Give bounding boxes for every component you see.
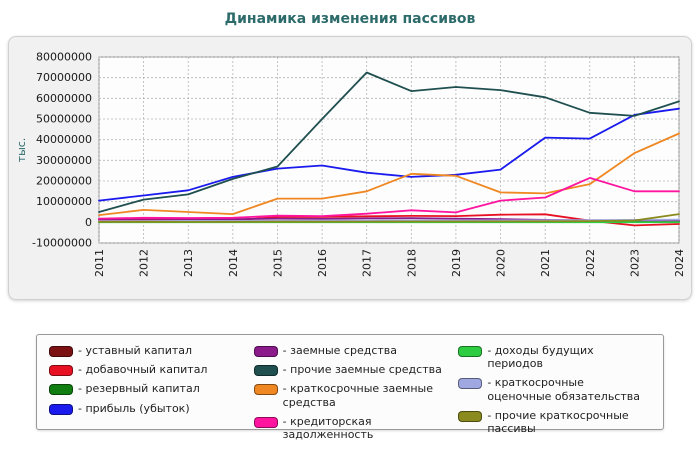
- legend-item: - добавочный капитал: [49, 363, 242, 377]
- legend-column: - заемные средства - прочие заемные средс…: [253, 344, 447, 441]
- x-tick-label: 2021: [539, 249, 552, 277]
- series-line: [98, 218, 680, 223]
- x-tick-label: 2024: [673, 249, 686, 277]
- y-tick-label: -10000000: [32, 237, 92, 250]
- legend-swatch: [253, 346, 278, 357]
- plot-area: [98, 56, 680, 244]
- legend-swatch: [49, 346, 73, 357]
- series-line: [98, 132, 680, 217]
- y-tick-label: 60000000: [36, 92, 92, 105]
- series-line: [98, 176, 680, 220]
- legend-label: - прочие краткосрочные пассивы: [487, 408, 629, 435]
- legend-label: - добавочный капитал: [78, 363, 208, 377]
- x-tick-label: 2016: [316, 249, 329, 277]
- legend-item: - уставный капитал: [49, 344, 242, 357]
- y-tick-label: 80000000: [36, 51, 92, 64]
- x-tick-label: 2022: [584, 249, 597, 277]
- y-tick-label: 50000000: [36, 113, 92, 126]
- x-tick-label: 2017: [361, 249, 374, 277]
- legend-label: - прибыль (убыток): [78, 401, 190, 415]
- legend-label: - краткосрочные заемные средства: [282, 382, 433, 409]
- x-tick-label: 2012: [138, 249, 151, 277]
- legend-item: - доходы будущих периодов: [458, 344, 651, 370]
- chart-legend: - уставный капитал - добавочный капитал - …: [36, 334, 664, 441]
- x-tick-label: 2023: [628, 249, 641, 277]
- x-tick-label: 2014: [227, 249, 240, 277]
- legend-column: - доходы будущих периодов - краткосрочные…: [458, 344, 651, 435]
- legend-swatch: [49, 384, 73, 396]
- legend-swatch: [253, 384, 278, 396]
- legend-swatch: [49, 365, 73, 377]
- x-tick-label: 2013: [182, 249, 195, 277]
- x-tick-label: 2019: [450, 249, 463, 277]
- y-tick-label: 70000000: [36, 71, 92, 84]
- legend-label: - заемные средства: [282, 344, 398, 357]
- legend-item: - резервный капитал: [49, 382, 242, 396]
- legend-swatch: [253, 416, 278, 428]
- series-line: [98, 71, 680, 213]
- y-tick-label: 10000000: [36, 195, 92, 208]
- legend-swatch: [458, 410, 483, 422]
- legend-label: - прочие заемные средства: [282, 363, 442, 377]
- x-tick-label: 2020: [495, 249, 508, 277]
- legend-label: - краткосрочные оценочные обязательства: [487, 376, 640, 403]
- x-tick-label: 2011: [93, 249, 106, 277]
- legend-swatch: [253, 365, 278, 377]
- chart-title: Динамика изменения пассивов: [224, 11, 476, 27]
- legend-item: - кредиторская задолженность: [253, 414, 447, 441]
- y-tick-label: 30000000: [36, 154, 92, 167]
- legend-item: - краткосрочные оценочные обязательства: [458, 376, 651, 403]
- legend-item: - прочие краткосрочные пассивы: [458, 409, 651, 435]
- legend-item: - краткосрочные заемные средства: [253, 382, 447, 409]
- y-axis-label: тыс.: [15, 138, 28, 163]
- legend-swatch: [49, 403, 73, 415]
- y-tick-label: 20000000: [36, 175, 92, 188]
- y-tick-label: 40000000: [36, 133, 92, 146]
- chart-panel: -10000000 0 10000000 20000000 30000000 400000…: [8, 36, 692, 300]
- legend-swatch: [458, 346, 483, 357]
- legend-item: - заемные средства: [253, 344, 447, 357]
- legend-label: - доходы будущих периодов: [487, 344, 594, 371]
- legend-column: - уставный капитал - добавочный капитал - …: [49, 344, 242, 420]
- series-line: [98, 107, 680, 202]
- legend-item: - прочие заемные средства: [253, 363, 447, 377]
- x-tick-label: 2018: [405, 249, 418, 277]
- series-line: [98, 213, 680, 223]
- legend-label: - кредиторская задолженность: [282, 414, 374, 441]
- liabilities-line-chart: -10000000 0 10000000 20000000 30000000 400000…: [15, 51, 686, 278]
- legend-item: - прибыль (убыток): [49, 402, 242, 415]
- legend-label: - резервный капитал: [78, 382, 200, 396]
- legend-label: - уставный капитал: [78, 344, 193, 357]
- y-tick-label: 0: [85, 216, 92, 229]
- x-tick-label: 2015: [271, 249, 284, 277]
- legend-swatch: [458, 378, 483, 390]
